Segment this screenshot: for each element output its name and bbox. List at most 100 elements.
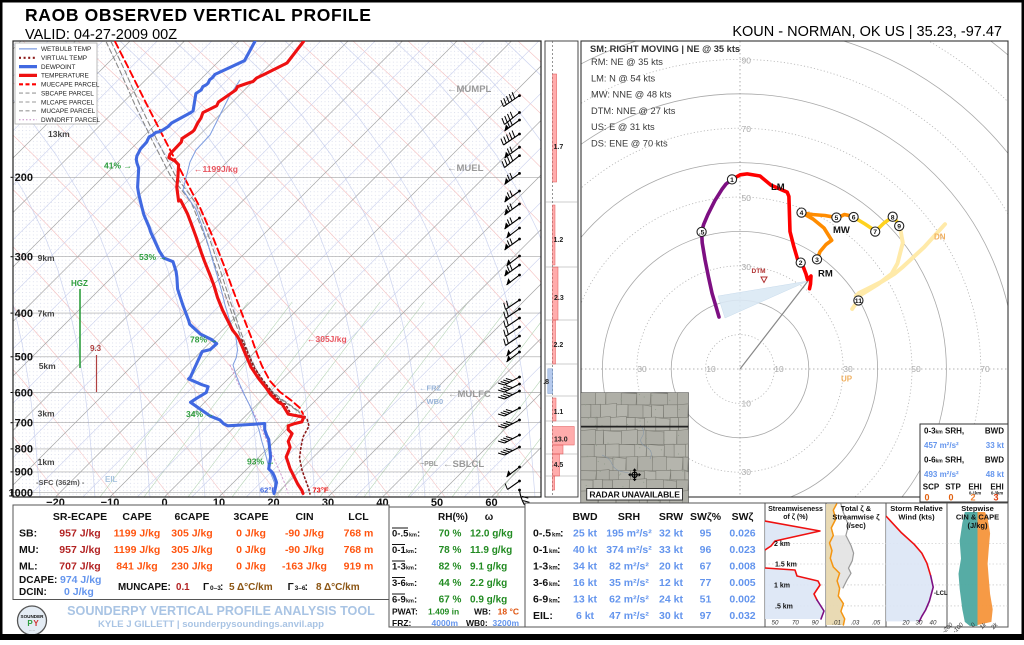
svg-text:BWD: BWD (985, 456, 1004, 465)
svg-text:18 °C: 18 °C (498, 607, 519, 617)
svg-text:50: 50 (742, 193, 752, 203)
svg-text:33 kt: 33 kt (659, 544, 683, 556)
svg-text:0.1: 0.1 (176, 582, 190, 593)
svg-text:Γ: Γ (288, 582, 294, 593)
svg-text:62°F: 62°F (260, 486, 276, 495)
svg-text:0: 0 (948, 493, 953, 503)
svg-text:LM: LM (771, 182, 785, 193)
svg-text:2.2: 2.2 (554, 342, 564, 349)
svg-text:20 kt: 20 kt (659, 561, 683, 573)
svg-text::: : (414, 562, 417, 573)
svg-text:Wind (kts): Wind (kts) (898, 513, 935, 522)
svg-text:90: 90 (812, 620, 819, 627)
svg-text:374 m²/s²: 374 m²/s² (606, 544, 652, 556)
svg-text::: : (557, 544, 561, 556)
svg-text:0 J/kg: 0 J/kg (64, 586, 94, 598)
svg-text:DCIN:: DCIN: (19, 587, 47, 598)
svg-text:.01: .01 (832, 620, 841, 627)
svg-text:0 J/kg: 0 J/kg (236, 561, 266, 573)
svg-text:MUECAPE PARCEL: MUECAPE PARCEL (41, 82, 100, 89)
svg-text:20: 20 (902, 620, 910, 627)
svg-text:6CAPE: 6CAPE (174, 511, 209, 523)
svg-text:Streamwiseness: Streamwiseness (768, 506, 823, 513)
svg-text:11: 11 (855, 298, 862, 305)
svg-text:8 Δ°C/km: 8 Δ°C/km (316, 582, 360, 593)
svg-text:0.008: 0.008 (729, 561, 755, 573)
svg-text:KYLE J GILLETT | sounderpysoun: KYLE J GILLETT | sounderpysoundings.anvi… (98, 619, 324, 630)
svg-text:RM: RM (818, 269, 833, 280)
svg-text:SRW: SRW (659, 511, 683, 523)
svg-text:919 m: 919 m (344, 561, 374, 573)
svg-text:←WB0: ←WB0 (419, 397, 443, 406)
svg-text:3-6: 3-6 (533, 577, 548, 589)
svg-text:90: 90 (742, 55, 752, 65)
svg-text:←MUMPL: ←MUMPL (447, 84, 492, 95)
svg-text:300: 300 (15, 252, 33, 264)
svg-text:6-9: 6-9 (392, 595, 406, 606)
svg-text:957 J/kg: 957 J/kg (59, 528, 100, 540)
svg-text:CIN: CIN (295, 511, 313, 523)
svg-text:93% →: 93% → (247, 457, 275, 467)
svg-text:.5 km: .5 km (775, 604, 793, 611)
svg-text:11.9 g/kg: 11.9 g/kg (470, 545, 512, 556)
svg-text:SOUNDERPY VERTICAL PROFILE ANA: SOUNDERPY VERTICAL PROFILE ANALYSIS TOOL (67, 604, 375, 618)
svg-text:41% →: 41% → (104, 161, 132, 171)
svg-text:30 kt: 30 kt (659, 610, 683, 622)
svg-text::: : (560, 528, 564, 540)
svg-text:2.3: 2.3 (554, 295, 564, 302)
svg-text:4000m: 4000m (432, 618, 459, 628)
svg-text:1-3: 1-3 (392, 562, 406, 573)
svg-text:44 %: 44 % (439, 578, 462, 589)
svg-text:3CAPE: 3CAPE (233, 511, 268, 523)
svg-text:493 m²/s²: 493 m²/s² (924, 470, 959, 479)
svg-text:0.023: 0.023 (729, 544, 755, 556)
svg-text:30: 30 (843, 364, 853, 374)
svg-text:FRZ:: FRZ: (392, 618, 412, 628)
svg-text:EIL:: EIL: (533, 610, 553, 622)
svg-text:10: 10 (742, 398, 752, 408)
svg-text:5 Δ°C/km: 5 Δ°C/km (229, 582, 273, 593)
svg-text:500: 500 (15, 352, 33, 364)
svg-text:of ζ (%): of ζ (%) (783, 514, 808, 521)
svg-text:12.0 g/kg: 12.0 g/kg (470, 529, 513, 540)
svg-text:←305J/kg: ←305J/kg (307, 334, 347, 344)
svg-text:HGZ: HGZ (71, 279, 88, 288)
svg-text:305 J/kg: 305 J/kg (171, 544, 212, 556)
svg-text:25 kt: 25 kt (573, 528, 597, 540)
svg-text:0-.5: 0-.5 (533, 528, 551, 540)
svg-text:73°F: 73°F (313, 486, 329, 495)
svg-text:SCP: SCP (923, 483, 940, 492)
svg-text:70: 70 (980, 364, 990, 374)
svg-text:13km: 13km (48, 129, 70, 139)
svg-text:51: 51 (700, 594, 712, 606)
svg-text:6 kt: 6 kt (576, 610, 595, 622)
svg-text:53% →: 53% → (139, 252, 167, 262)
svg-text:48 kt: 48 kt (986, 470, 1005, 479)
svg-text:←FRZ: ←FRZ (419, 384, 441, 393)
svg-text:SRH,: SRH, (945, 456, 964, 465)
svg-text:KOUN - NORMAN, OK US | 35.23,: KOUN - NORMAN, OK US | 35.23, -97.47 (732, 24, 1002, 40)
svg-text:230 J/kg: 230 J/kg (171, 561, 212, 573)
svg-text:Y: Y (33, 619, 39, 628)
svg-text:34 kt: 34 kt (573, 561, 597, 573)
svg-text:RAOB OBSERVED VERTICAL PROFILE: RAOB OBSERVED VERTICAL PROFILE (25, 5, 372, 25)
svg-text:4.5: 4.5 (554, 462, 564, 469)
svg-text:.5: .5 (699, 230, 705, 237)
svg-text:70: 70 (742, 124, 752, 134)
svg-text:3200m: 3200m (493, 618, 520, 628)
svg-text:3-6: 3-6 (392, 578, 406, 589)
svg-text:DTM: DTM (752, 268, 766, 275)
svg-text:WB0:: WB0: (466, 618, 488, 628)
svg-text:km: km (936, 459, 944, 465)
svg-text:0.002: 0.002 (729, 594, 755, 606)
svg-text:97: 97 (700, 610, 712, 622)
svg-text::: : (557, 561, 561, 573)
svg-text:10: 10 (774, 364, 784, 374)
svg-text:1199 J/kg: 1199 J/kg (114, 544, 161, 556)
svg-text:MUCAPE PARCEL: MUCAPE PARCEL (41, 108, 96, 115)
svg-text:78% →: 78% → (190, 335, 218, 345)
svg-text:47 m²/s²: 47 m²/s² (609, 610, 649, 622)
svg-text:1km: 1km (38, 457, 55, 467)
svg-text:0.9 g/kg: 0.9 g/kg (470, 595, 507, 606)
svg-text:SM: RIGHT MOVING | NE @ 35 kts: SM: RIGHT MOVING | NE @ 35 kts (590, 44, 740, 54)
